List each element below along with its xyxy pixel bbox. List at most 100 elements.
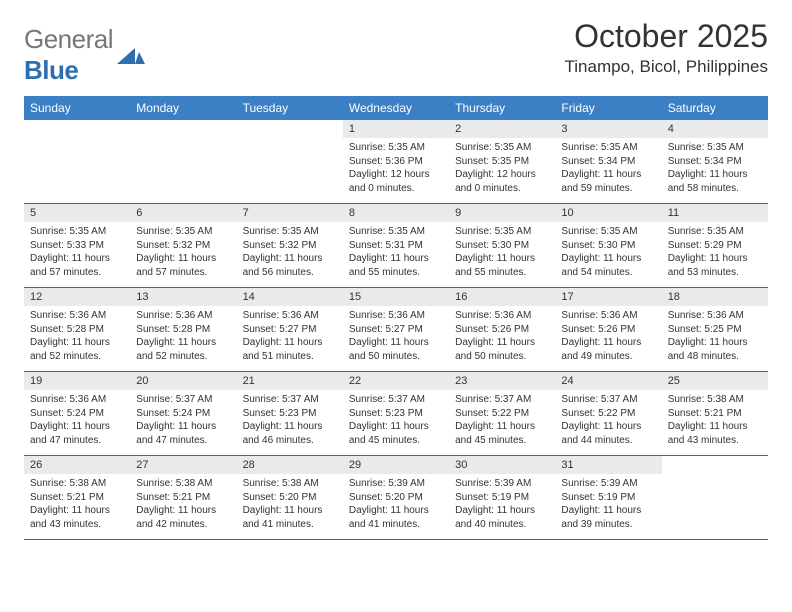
day-number <box>130 120 236 138</box>
sunrise-text: Sunrise: 5:36 AM <box>30 393 124 407</box>
daylight-text: Daylight: 11 hours <box>561 504 655 518</box>
day-cell: Sunrise: 5:37 AMSunset: 5:22 PMDaylight:… <box>555 390 661 456</box>
sunrise-text: Sunrise: 5:36 AM <box>349 309 443 323</box>
daylight-text: Daylight: 11 hours <box>136 420 230 434</box>
day-cell: Sunrise: 5:39 AMSunset: 5:20 PMDaylight:… <box>343 474 449 540</box>
sunrise-text: Sunrise: 5:36 AM <box>455 309 549 323</box>
weekday-header: Sunday <box>24 96 130 120</box>
day-cell <box>130 138 236 204</box>
daylight-text: and 46 minutes. <box>243 434 337 448</box>
daylight-text: Daylight: 11 hours <box>349 336 443 350</box>
daylight-text: Daylight: 11 hours <box>349 504 443 518</box>
daylight-text: and 44 minutes. <box>561 434 655 448</box>
day-body-row: Sunrise: 5:36 AMSunset: 5:24 PM Daylight:… <box>24 390 768 456</box>
daylight-text: Daylight: 11 hours <box>349 252 443 266</box>
sunrise-text: Sunrise: 5:37 AM <box>455 393 549 407</box>
day-number: 12 <box>24 288 130 307</box>
day-number: 25 <box>662 372 768 391</box>
sunset-text: Sunset: 5:19 PM <box>561 491 655 505</box>
daylight-text: Daylight: 11 hours <box>668 420 762 434</box>
day-number: 13 <box>130 288 236 307</box>
day-cell: Sunrise: 5:39 AMSunset: 5:19 PMDaylight:… <box>555 474 661 540</box>
day-number: 7 <box>237 204 343 223</box>
sunrise-text: Sunrise: 5:39 AM <box>561 477 655 491</box>
day-cell: Sunrise: 5:37 AMSunset: 5:23 PMDaylight:… <box>237 390 343 456</box>
day-number: 14 <box>237 288 343 307</box>
sunrise-text: Sunrise: 5:35 AM <box>561 225 655 239</box>
sunrise-text: Sunrise: 5:36 AM <box>243 309 337 323</box>
sunset-text: Sunset: 5:21 PM <box>136 491 230 505</box>
sunset-text: Sunset: 5:22 PM <box>455 407 549 421</box>
daylight-text: Daylight: 11 hours <box>30 504 124 518</box>
daylight-text: Daylight: 11 hours <box>243 336 337 350</box>
day-number: 6 <box>130 204 236 223</box>
sunset-text: Sunset: 5:21 PM <box>30 491 124 505</box>
daylight-text: and 54 minutes. <box>561 266 655 280</box>
daylight-text: and 49 minutes. <box>561 350 655 364</box>
daylight-text: and 57 minutes. <box>30 266 124 280</box>
day-number: 1 <box>343 120 449 138</box>
daylight-text: Daylight: 11 hours <box>668 336 762 350</box>
sunrise-text: Sunrise: 5:35 AM <box>561 141 655 155</box>
daylight-text: Daylight: 12 hours <box>349 168 443 182</box>
daylight-text: Daylight: 12 hours <box>455 168 549 182</box>
daylight-text: Daylight: 11 hours <box>136 336 230 350</box>
daylight-text: and 55 minutes. <box>349 266 443 280</box>
day-number: 27 <box>130 456 236 475</box>
daylight-text: Daylight: 11 hours <box>455 504 549 518</box>
sunrise-text: Sunrise: 5:36 AM <box>561 309 655 323</box>
sunset-text: Sunset: 5:29 PM <box>668 239 762 253</box>
sunrise-text: Sunrise: 5:38 AM <box>668 393 762 407</box>
day-cell: Sunrise: 5:38 AMSunset: 5:21 PMDaylight:… <box>130 474 236 540</box>
daylight-text: Daylight: 11 hours <box>561 336 655 350</box>
sunrise-text: Sunrise: 5:39 AM <box>349 477 443 491</box>
day-number: 18 <box>662 288 768 307</box>
sunset-text: Sunset: 5:28 PM <box>136 323 230 337</box>
sunrise-text: Sunrise: 5:35 AM <box>136 225 230 239</box>
day-number: 16 <box>449 288 555 307</box>
sunset-text: Sunset: 5:27 PM <box>349 323 443 337</box>
calendar-table: Sunday Monday Tuesday Wednesday Thursday… <box>24 96 768 540</box>
daylight-text: and 59 minutes. <box>561 182 655 196</box>
sunrise-text: Sunrise: 5:35 AM <box>243 225 337 239</box>
sunrise-text: Sunrise: 5:37 AM <box>243 393 337 407</box>
sunrise-text: Sunrise: 5:35 AM <box>455 225 549 239</box>
day-body-row: Sunrise: 5:38 AMSunset: 5:21 PMDaylight:… <box>24 474 768 540</box>
day-body-row: Sunrise: 5:35 AMSunset: 5:36 PMDaylight:… <box>24 138 768 204</box>
sunset-text: Sunset: 5:20 PM <box>243 491 337 505</box>
weekday-header: Tuesday <box>237 96 343 120</box>
sunset-text: Sunset: 5:28 PM <box>30 323 124 337</box>
sunset-text: Sunset: 5:31 PM <box>349 239 443 253</box>
sunset-text: Sunset: 5:24 PM <box>30 407 124 421</box>
daylight-text: Daylight: 11 hours <box>136 252 230 266</box>
daylight-text: Daylight: 11 hours <box>349 420 443 434</box>
daylight-text: and 57 minutes. <box>136 266 230 280</box>
daylight-text: and 52 minutes. <box>136 350 230 364</box>
sunset-text: Sunset: 5:34 PM <box>668 155 762 169</box>
daylight-text: and 47 minutes. <box>30 434 124 448</box>
sunrise-text: Sunrise: 5:35 AM <box>349 141 443 155</box>
day-cell: Sunrise: 5:38 AMSunset: 5:20 PMDaylight:… <box>237 474 343 540</box>
day-cell: Sunrise: 5:35 AMSunset: 5:34 PMDaylight:… <box>555 138 661 204</box>
daylight-text: Daylight: 11 hours <box>561 252 655 266</box>
day-number: 3 <box>555 120 661 138</box>
sunset-text: Sunset: 5:35 PM <box>455 155 549 169</box>
sunrise-text: Sunrise: 5:35 AM <box>455 141 549 155</box>
day-number: 21 <box>237 372 343 391</box>
daylight-text: and 53 minutes. <box>668 266 762 280</box>
day-cell: Sunrise: 5:39 AMSunset: 5:19 PMDaylight:… <box>449 474 555 540</box>
day-number: 5 <box>24 204 130 223</box>
daylight-text: Daylight: 11 hours <box>668 168 762 182</box>
month-title: October 2025 <box>565 18 768 55</box>
title-block: October 2025 Tinampo, Bicol, Philippines <box>565 18 768 77</box>
day-number: 28 <box>237 456 343 475</box>
sunset-text: Sunset: 5:21 PM <box>668 407 762 421</box>
daylight-text: Daylight: 11 hours <box>455 252 549 266</box>
day-number-row: 1234 <box>24 120 768 138</box>
daylight-text: Daylight: 11 hours <box>136 504 230 518</box>
day-number: 15 <box>343 288 449 307</box>
sunset-text: Sunset: 5:36 PM <box>349 155 443 169</box>
day-cell: Sunrise: 5:36 AMSunset: 5:27 PMDaylight:… <box>343 306 449 372</box>
sunrise-text: Sunrise: 5:38 AM <box>136 477 230 491</box>
day-number: 24 <box>555 372 661 391</box>
